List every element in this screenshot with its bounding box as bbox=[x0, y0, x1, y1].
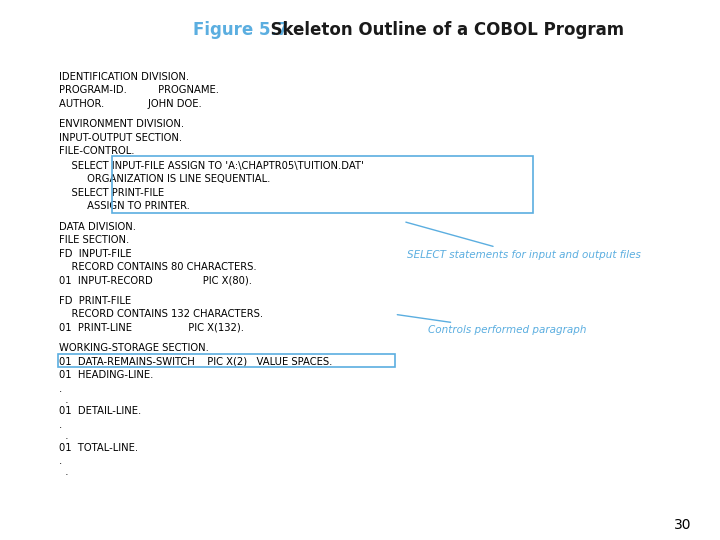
Text: IDENTIFICATION DIVISION.: IDENTIFICATION DIVISION. bbox=[59, 72, 189, 82]
Text: 01  TOTAL-LINE.: 01 TOTAL-LINE. bbox=[59, 443, 138, 453]
Text: 01  HEADING-LINE.: 01 HEADING-LINE. bbox=[59, 370, 153, 380]
Text: PROGRAM-ID.          PROGNAME.: PROGRAM-ID. PROGNAME. bbox=[59, 85, 219, 95]
Text: SELECT PRINT-FILE: SELECT PRINT-FILE bbox=[59, 188, 164, 198]
Text: DATA DIVISION.: DATA DIVISION. bbox=[59, 222, 136, 232]
Text: 01  PRINT-LINE                  PIC X(132).: 01 PRINT-LINE PIC X(132). bbox=[59, 323, 244, 333]
Text: FILE SECTION.: FILE SECTION. bbox=[59, 235, 130, 245]
Text: RECORD CONTAINS 132 CHARACTERS.: RECORD CONTAINS 132 CHARACTERS. bbox=[59, 309, 264, 319]
Text: .: . bbox=[59, 384, 63, 394]
Text: FILE-CONTROL.: FILE-CONTROL. bbox=[59, 146, 135, 156]
Text: SELECT statements for input and output files: SELECT statements for input and output f… bbox=[406, 222, 641, 260]
Text: .: . bbox=[59, 431, 68, 441]
Text: ASSIGN TO PRINTER.: ASSIGN TO PRINTER. bbox=[59, 201, 190, 211]
Text: 01  DETAIL-LINE.: 01 DETAIL-LINE. bbox=[59, 407, 141, 416]
Text: Skeleton Outline of a COBOL Program: Skeleton Outline of a COBOL Program bbox=[259, 21, 624, 39]
Text: ORGANIZATION IS LINE SEQUENTIAL.: ORGANIZATION IS LINE SEQUENTIAL. bbox=[59, 174, 271, 184]
Text: Figure 5.7: Figure 5.7 bbox=[193, 21, 289, 39]
Text: SELECT INPUT-FILE ASSIGN TO 'A:\CHAPTR05\TUITION.DAT': SELECT INPUT-FILE ASSIGN TO 'A:\CHAPTR05… bbox=[59, 161, 364, 171]
Text: ENVIRONMENT DIVISION.: ENVIRONMENT DIVISION. bbox=[59, 119, 184, 129]
Text: 01  INPUT-RECORD                PIC X(80).: 01 INPUT-RECORD PIC X(80). bbox=[59, 276, 252, 286]
Text: .: . bbox=[59, 420, 63, 430]
Text: RECORD CONTAINS 80 CHARACTERS.: RECORD CONTAINS 80 CHARACTERS. bbox=[59, 262, 256, 272]
Text: .: . bbox=[59, 456, 63, 466]
Bar bbox=[112, 156, 533, 213]
Text: AUTHOR.              JOHN DOE.: AUTHOR. JOHN DOE. bbox=[59, 99, 202, 109]
Text: Controls performed paragraph: Controls performed paragraph bbox=[397, 315, 587, 335]
Text: .: . bbox=[59, 467, 68, 477]
Bar bbox=[58, 354, 395, 367]
Text: FD  PRINT-FILE: FD PRINT-FILE bbox=[59, 296, 131, 306]
Text: 30: 30 bbox=[674, 518, 691, 532]
Text: WORKING-STORAGE SECTION.: WORKING-STORAGE SECTION. bbox=[59, 343, 209, 353]
Text: 01  DATA-REMAINS-SWITCH    PIC X(2)   VALUE SPACES.: 01 DATA-REMAINS-SWITCH PIC X(2) VALUE SP… bbox=[59, 357, 333, 367]
Text: FD  INPUT-FILE: FD INPUT-FILE bbox=[59, 249, 132, 259]
Text: INPUT-OUTPUT SECTION.: INPUT-OUTPUT SECTION. bbox=[59, 133, 182, 143]
Text: .: . bbox=[59, 395, 68, 404]
